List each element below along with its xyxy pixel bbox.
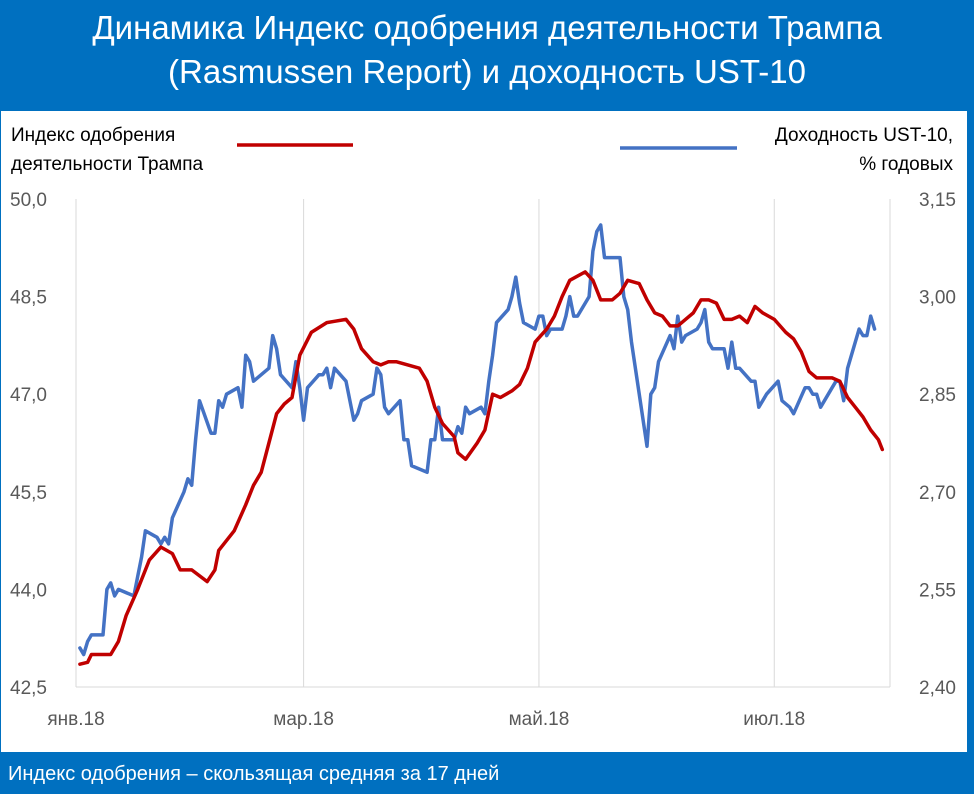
x-tick-label: мар.18	[273, 709, 334, 730]
title-line-2: (Rasmussen Report) и доходность UST-10	[168, 53, 806, 90]
right-axis-title-line-2: % годовых	[859, 154, 953, 175]
left-axis-title-line-2: деятельности Трампа	[11, 154, 204, 175]
y-right-tick-label: 2,85	[919, 385, 956, 406]
left-axis-title-line-1: Индекс одобрения	[11, 125, 175, 146]
x-tick-label: май.18	[509, 709, 570, 730]
grid-lines	[75, 199, 891, 688]
chart-title: Динамика Индекс одобрения деятельности Т…	[0, 0, 974, 98]
x-tick-label: июл.18	[743, 709, 805, 730]
series-line-yield	[78, 223, 877, 657]
y-right-tick-label: 3,00	[919, 288, 956, 309]
footer-note: Индекс одобрения – скользящая средняя за…	[8, 763, 500, 785]
y-left-tick-label: 45,5	[10, 483, 47, 504]
y-left-tick-label: 48,5	[10, 288, 47, 309]
y-left-tick-label: 50,0	[10, 190, 47, 211]
title-line-1: Динамика Индекс одобрения деятельности Т…	[92, 9, 882, 46]
y-left-tick-label: 44,0	[10, 580, 47, 601]
y-right-tick-label: 2,70	[919, 483, 956, 504]
axis-ticks: янв.18 мар.18 май.18 июл.18 42,5 44,0 45,5 47,0…	[10, 190, 956, 730]
line-chart: янв.18 мар.18 май.18 июл.18 42,5 44,0 45,5 47,0…	[10, 125, 956, 730]
y-right-tick-label: 2,55	[919, 580, 956, 601]
y-left-tick-label: 47,0	[10, 385, 47, 406]
y-right-tick-label: 3,15	[919, 190, 956, 211]
y-right-tick-label: 2,40	[919, 678, 956, 699]
right-axis-title-line-1: Доходность UST-10,	[775, 125, 953, 146]
y-left-tick-label: 42,5	[10, 678, 47, 699]
series-layer	[78, 223, 885, 666]
series-line-approval	[78, 270, 885, 666]
x-tick-label: янв.18	[47, 709, 104, 730]
chart-panel: янв.18 мар.18 май.18 июл.18 42,5 44,0 45,5 47,0…	[1, 111, 967, 752]
